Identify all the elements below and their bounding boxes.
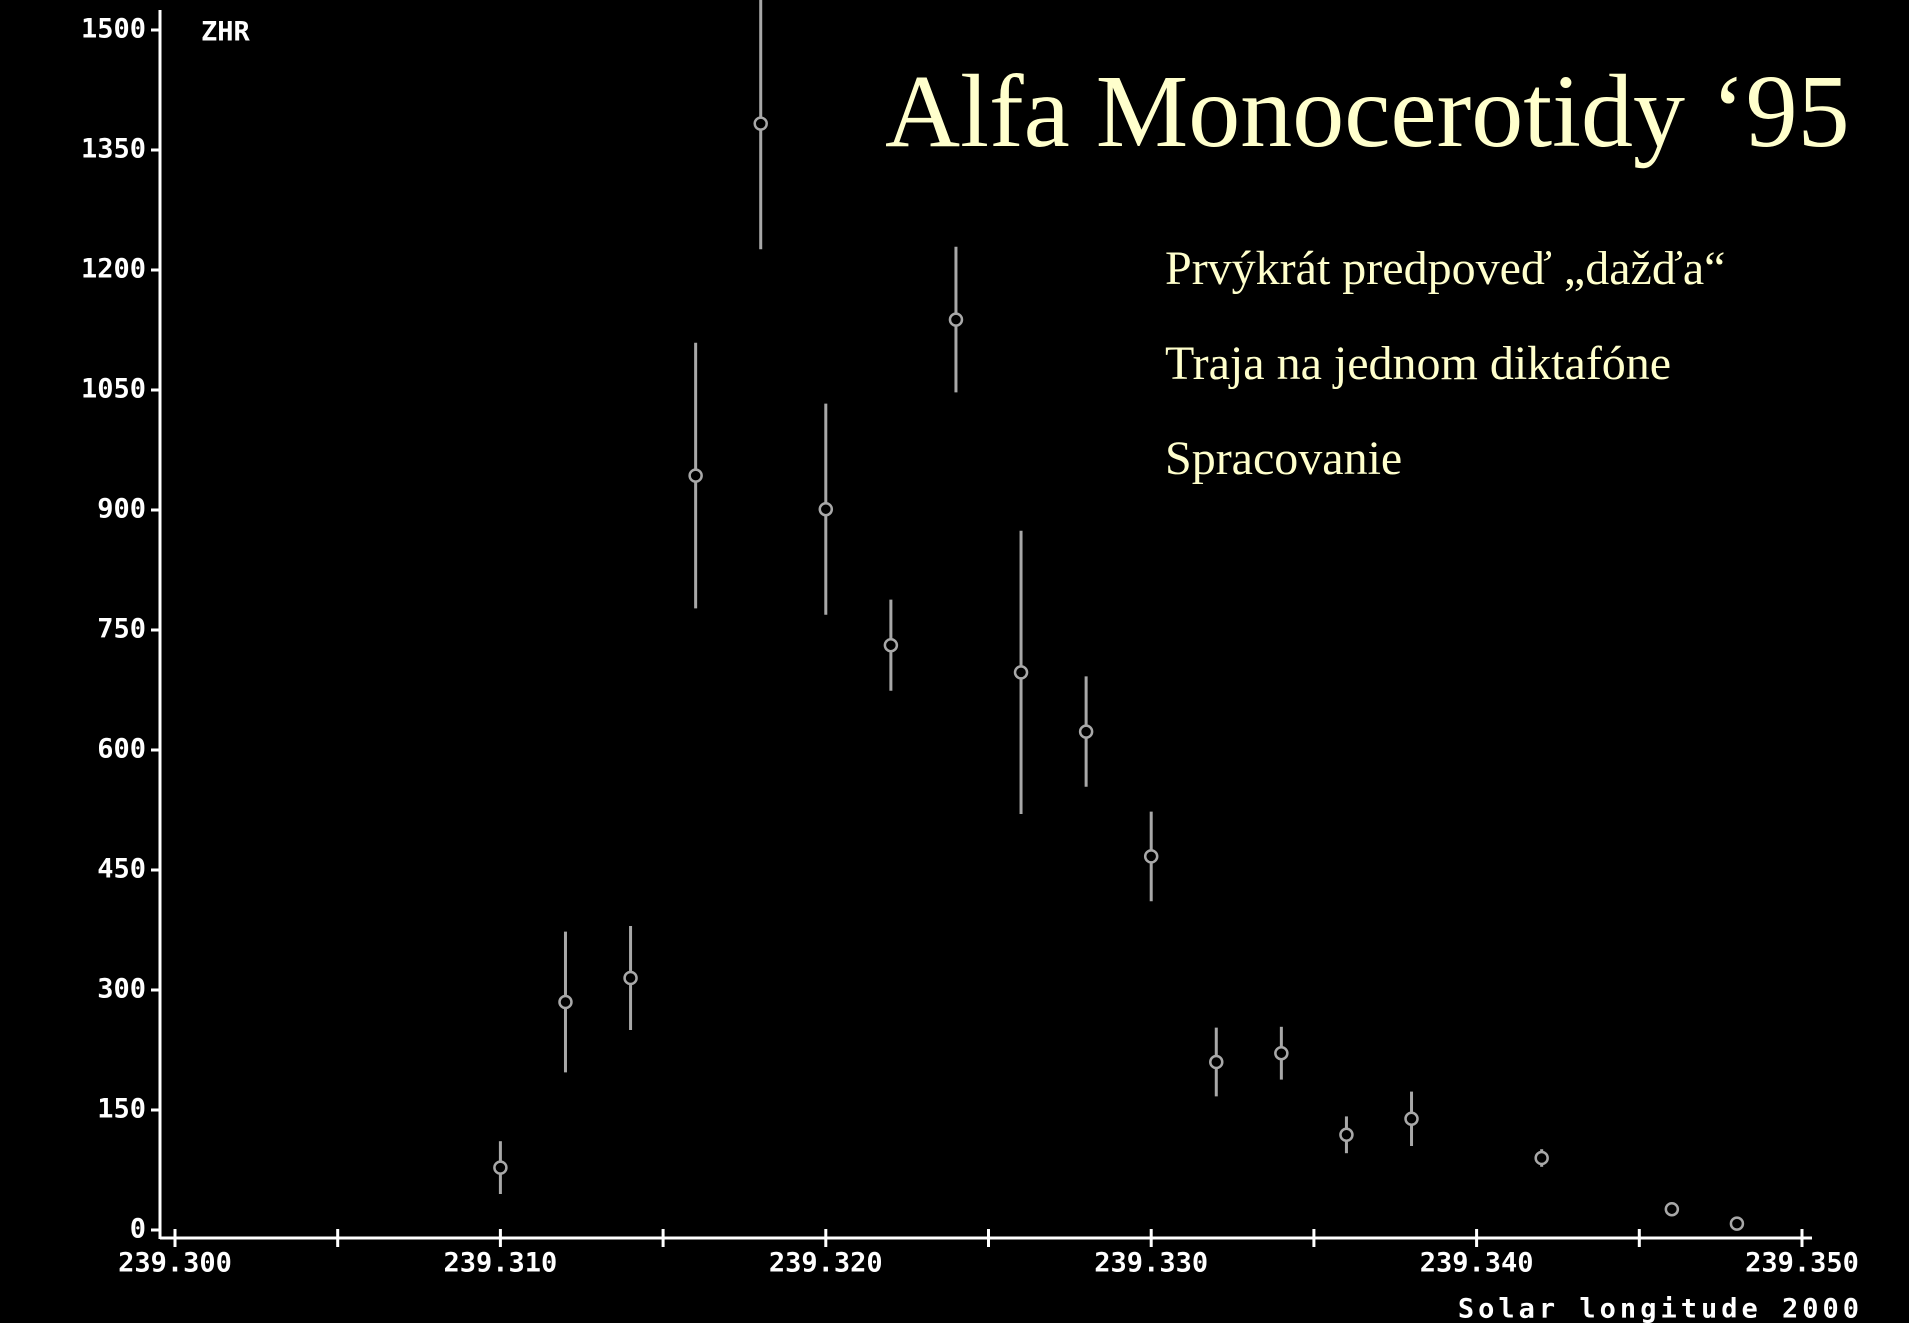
x-tick-label: 239.320: [769, 1248, 883, 1279]
x-tick-label: 239.340: [1420, 1248, 1534, 1279]
data-point: [948, 312, 964, 327]
y-tick-label: 1200: [81, 254, 146, 285]
data-point: [1143, 849, 1159, 864]
y-tick-label: 150: [97, 1094, 146, 1125]
data-point: [1013, 665, 1029, 680]
data-point: [558, 994, 573, 1010]
y-tick-label: 300: [97, 974, 146, 1005]
x-tick-label: 239.350: [1745, 1248, 1859, 1279]
annotation: Spracovanie: [1165, 432, 1402, 485]
chart-title: Alfa Monocerotidy ‘95: [885, 54, 1850, 169]
data-point: [1209, 1054, 1224, 1070]
y-axis-label: ZHR: [201, 17, 251, 48]
y-tick-label: 750: [97, 614, 146, 645]
data-point: [1534, 1150, 1549, 1166]
y-tick-label: 0: [130, 1214, 146, 1245]
y-tick-label: 1350: [81, 134, 146, 165]
annotation: Traja na jednom diktafóne: [1165, 337, 1671, 390]
y-tick-label: 1050: [81, 374, 146, 405]
data-point: [1078, 724, 1094, 739]
y-tick-label: 900: [97, 494, 146, 525]
data-point: [818, 501, 834, 517]
data-point: [1664, 1201, 1680, 1217]
x-axis-label: Solar longitude 2000: [1458, 1294, 1863, 1323]
data-point: [688, 468, 703, 483]
data-point: [493, 1160, 508, 1175]
y-tick-label: 600: [97, 734, 146, 765]
data-point: [1274, 1045, 1289, 1061]
x-tick-label: 239.330: [1094, 1248, 1208, 1279]
x-tick-label: 239.310: [444, 1248, 558, 1279]
data-point: [1729, 1216, 1745, 1231]
data-point: [883, 637, 899, 653]
data-point: [753, 116, 768, 131]
y-tick-label: 450: [97, 854, 146, 885]
data-point: [1339, 1127, 1354, 1143]
annotation: Prvýkrát predpoveď „dažďa“: [1165, 242, 1725, 295]
x-tick-label: 239.300: [118, 1248, 232, 1279]
data-point: [623, 970, 638, 986]
data-point: [1404, 1111, 1419, 1127]
y-tick-label: 1500: [81, 14, 146, 45]
